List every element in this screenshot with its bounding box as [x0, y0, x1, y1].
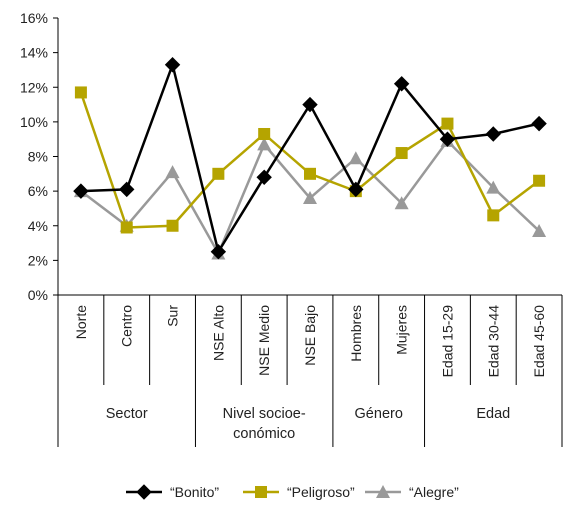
data-point	[485, 126, 501, 142]
x-category-label: Hombres	[348, 305, 364, 362]
x-category-label: Edad 30-44	[485, 305, 501, 378]
legend-label: “Peligroso”	[287, 484, 355, 500]
data-point	[395, 147, 408, 160]
y-tick-label: 0%	[28, 287, 48, 303]
series-line	[79, 92, 540, 229]
series-line	[80, 60, 540, 255]
legend-label: “Alegre”	[409, 484, 459, 500]
legend-marker	[136, 484, 152, 500]
data-point	[74, 86, 87, 99]
y-tick-label: 2%	[28, 252, 48, 268]
y-tick-label: 12%	[20, 79, 48, 95]
data-point	[393, 76, 410, 92]
data-point	[486, 180, 501, 194]
x-category-label: Mujeres	[394, 305, 410, 355]
data-point	[165, 165, 180, 179]
data-point	[439, 131, 456, 147]
x-category-label: NSE Bajo	[302, 305, 318, 366]
data-point	[532, 223, 547, 237]
data-point	[164, 57, 181, 73]
y-tick-label: 8%	[28, 149, 48, 165]
x-category-label: Edad 45-60	[531, 305, 547, 378]
y-tick-label: 6%	[28, 183, 48, 199]
data-point	[212, 167, 225, 180]
data-point	[348, 181, 364, 198]
data-point	[487, 209, 500, 222]
data-point	[166, 219, 179, 232]
data-point	[348, 151, 363, 165]
data-point	[533, 174, 546, 187]
data-point	[73, 183, 89, 199]
x-category-label: Norte	[73, 305, 89, 339]
group-label: Sector	[106, 406, 148, 422]
x-category-label: NSE Medio	[256, 305, 272, 376]
x-category-label: Centro	[119, 305, 135, 347]
group-label: Edad	[476, 406, 510, 422]
data-point	[531, 115, 547, 132]
group-label: Nivel socioe-	[223, 406, 306, 422]
data-point	[256, 169, 272, 185]
legend-label: “Bonito”	[170, 484, 219, 500]
y-tick-label: 16%	[20, 10, 48, 26]
data-point	[304, 167, 316, 180]
data-point	[257, 137, 272, 151]
data-point	[120, 221, 133, 234]
legend-marker	[255, 486, 267, 498]
data-point	[119, 181, 135, 198]
data-point	[210, 244, 227, 260]
x-category-label: Sur	[165, 305, 181, 327]
y-tick-label: 14%	[20, 45, 48, 61]
data-point	[302, 96, 318, 113]
y-tick-label: 10%	[20, 114, 48, 130]
data-point	[394, 196, 409, 210]
group-label: Género	[355, 406, 403, 422]
x-category-label: NSE Alto	[210, 305, 226, 361]
group-label: conómico	[233, 426, 295, 442]
legend-marker	[376, 485, 390, 498]
y-tick-label: 4%	[28, 218, 48, 234]
data-point	[441, 117, 454, 130]
data-point	[258, 127, 271, 140]
data-point	[303, 191, 317, 205]
x-category-label: Edad 15-29	[439, 305, 455, 378]
